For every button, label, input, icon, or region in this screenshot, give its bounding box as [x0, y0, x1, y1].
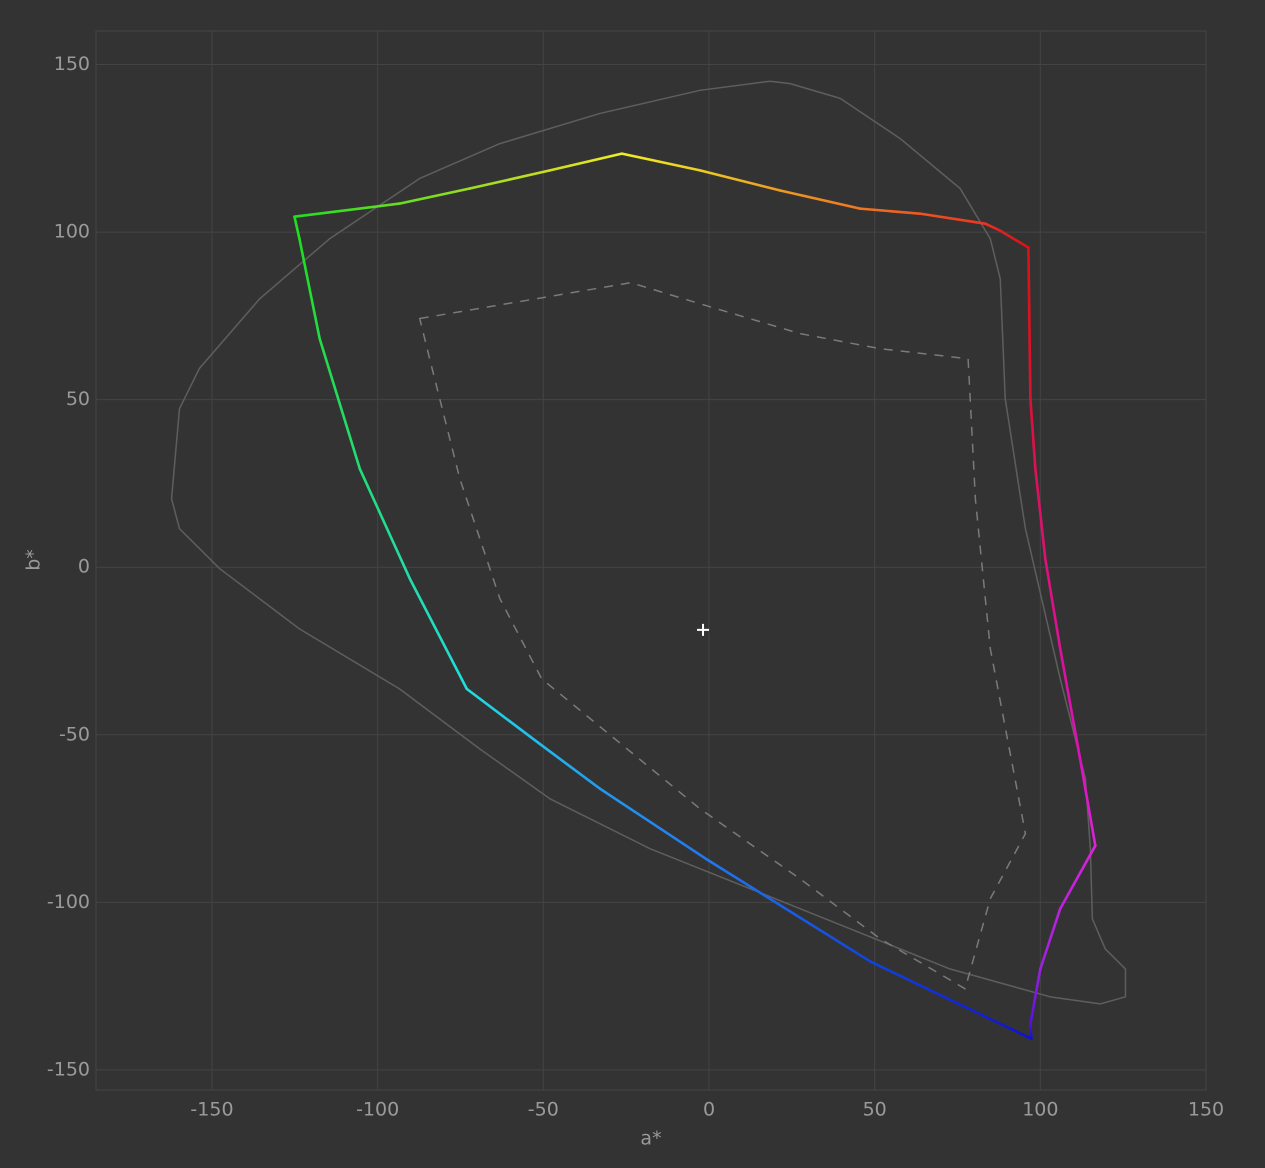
x-tick-label: 0: [703, 1099, 715, 1121]
x-tick-label: -50: [528, 1099, 559, 1121]
gamut-segment: [1078, 757, 1097, 847]
gamut-segment: [698, 169, 782, 192]
gamut-segment: [1029, 967, 1042, 1026]
gamut-segment: [918, 212, 987, 225]
y-tick-label: -150: [47, 1058, 90, 1080]
gamut-segment: [468, 169, 552, 190]
gamut-segment: [1058, 844, 1097, 910]
x-tick-label: 100: [1022, 1099, 1058, 1121]
gamut-segment: [620, 152, 702, 172]
gamut-segment: [293, 202, 401, 218]
gamut-segment: [598, 787, 711, 863]
gamut-segment: [548, 152, 624, 172]
y-tick-label: 150: [54, 53, 90, 75]
x-tick-label: 150: [1188, 1099, 1224, 1121]
gamut-segment: [1034, 467, 1047, 561]
gamut-segment: [778, 189, 862, 210]
gamut-segment: [984, 222, 1002, 233]
y-tick-label: 50: [66, 388, 90, 410]
x-tick-label: -150: [190, 1099, 233, 1121]
gamut-segment: [358, 467, 412, 580]
gamut-segment: [293, 215, 301, 241]
white-point-marker: [697, 623, 710, 636]
gamut-segment: [1043, 557, 1062, 650]
gamut-segment: [1027, 246, 1032, 400]
gamut-segment: [998, 229, 1030, 249]
gamut-segment: [858, 207, 922, 215]
y-tick-label: -100: [47, 891, 90, 913]
gamut-segment: [298, 237, 321, 340]
x-tick-label: -100: [356, 1099, 399, 1121]
gamut-segment: [1058, 647, 1082, 761]
gamut-segment: [538, 742, 602, 791]
gamut-segment: [465, 687, 541, 746]
y-tick-label: 100: [54, 221, 90, 243]
x-tick-label: 50: [863, 1099, 887, 1121]
gamut-segment: [1039, 907, 1062, 971]
gamut-segment: [1029, 1022, 1033, 1041]
dashed-outline: [418, 281, 1027, 990]
y-axis-label: b*: [23, 549, 45, 571]
x-axis-label: a*: [640, 1128, 661, 1150]
y-tick-label: -50: [59, 723, 90, 745]
y-tick-label: 0: [78, 556, 90, 578]
gamut-segment: [1029, 397, 1037, 470]
gamut-segment: [408, 577, 469, 691]
gamut-segment: [398, 187, 472, 205]
gamut-segment: [868, 960, 1033, 1041]
gamut-segment: [318, 337, 362, 470]
gamut-segment: [707, 859, 872, 963]
locus-outline: [170, 80, 1127, 1005]
plot-area: [95, 30, 1207, 1091]
